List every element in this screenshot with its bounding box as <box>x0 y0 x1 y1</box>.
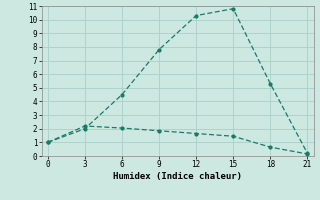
X-axis label: Humidex (Indice chaleur): Humidex (Indice chaleur) <box>113 172 242 181</box>
